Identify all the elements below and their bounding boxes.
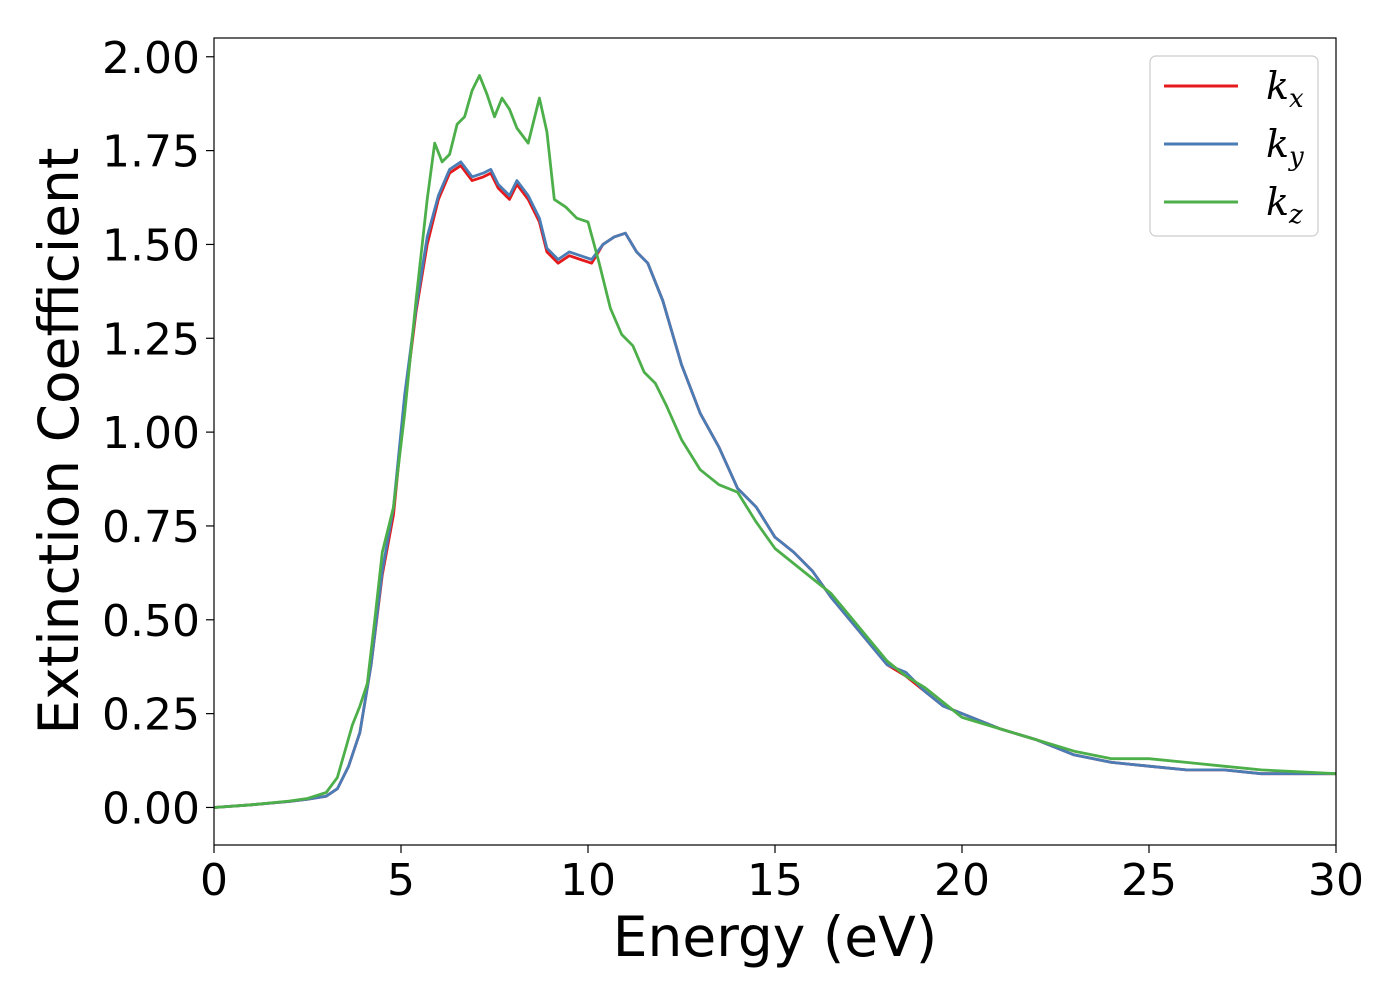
legend-label-k-z: kz	[1266, 180, 1303, 230]
y-axis-label: Extinction Coefficient	[27, 148, 91, 735]
legend-box	[1149, 55, 1319, 237]
legend-entries: kx ky kz	[1164, 64, 1304, 230]
x-axis-ticks: 0 5 10 15 20 25 30	[200, 845, 1364, 906]
series-line-k-y	[213, 160, 1336, 809]
legend: kx ky kz	[1149, 55, 1319, 237]
x-tick-label: 25	[1121, 855, 1177, 906]
x-tick-label: 15	[747, 855, 803, 906]
x-tick-label: 0	[200, 855, 228, 906]
y-tick-label: 1.25	[102, 314, 200, 365]
y-tick-label: 0.25	[102, 690, 200, 741]
x-tick-label: 30	[1308, 855, 1364, 906]
y-tick-label: 2.00	[102, 33, 200, 84]
x-tick-label: 10	[560, 855, 616, 906]
y-tick-label: 1.00	[102, 408, 200, 459]
legend-label-k-x: kx	[1266, 64, 1304, 114]
x-tick-label: 5	[387, 855, 415, 906]
y-tick-label: 1.50	[102, 220, 200, 271]
series-line-k-x	[213, 164, 1336, 809]
legend-label-k-y: ky	[1266, 122, 1304, 172]
x-tick-label: 20	[934, 855, 990, 906]
y-tick-label: 0.50	[102, 596, 200, 647]
series-layer	[213, 74, 1337, 809]
y-tick-label: 0.75	[102, 502, 200, 553]
y-tick-label: 1.75	[102, 127, 200, 178]
x-axis-label: Energy (eV)	[613, 905, 937, 969]
y-axis-ticks: 0.00 0.25 0.50 0.75 1.00 1.25 1.50 1.75 2.00	[102, 33, 214, 834]
y-tick-label: 0.00	[102, 783, 200, 834]
series-line-k-z	[213, 74, 1337, 809]
